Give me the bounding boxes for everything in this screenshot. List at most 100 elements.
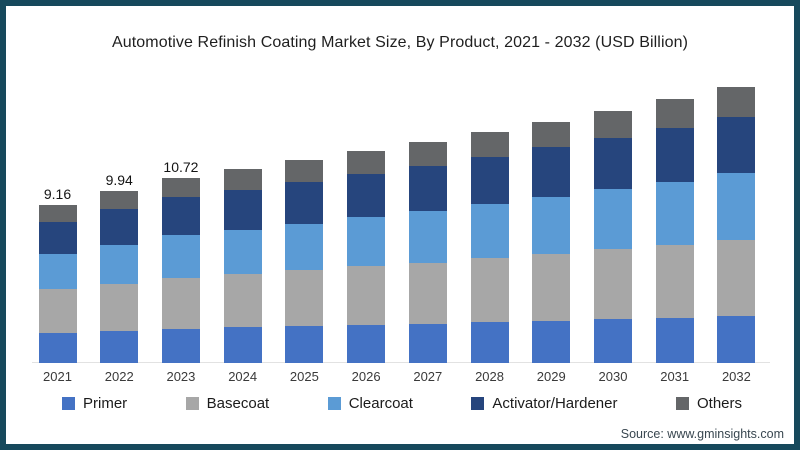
bar-segment-others-2022 bbox=[100, 191, 139, 210]
bar-segment-others-2025 bbox=[285, 160, 324, 183]
legend-swatch-icon-activator-hardener bbox=[471, 397, 485, 410]
bar-segment-clearcoat-2028 bbox=[470, 204, 509, 258]
bar-segment-others-2032 bbox=[717, 87, 756, 117]
bar-segment-basecoat-2030 bbox=[593, 249, 632, 320]
bar-segment-activator-hardener-2027 bbox=[408, 165, 447, 211]
bar-segment-clearcoat-2021 bbox=[38, 254, 77, 290]
bar-segment-activator-hardener-2021 bbox=[38, 221, 77, 255]
legend-label-primer: Primer bbox=[83, 395, 128, 412]
bar-segment-primer-2027 bbox=[408, 323, 447, 363]
bar-segment-others-2027 bbox=[408, 141, 447, 166]
bar-segment-activator-hardener-2028 bbox=[470, 156, 509, 205]
x-axis-label-2024: 2024 bbox=[228, 369, 258, 384]
legend-item-others: Others bbox=[675, 395, 742, 412]
bar-2023 bbox=[161, 177, 200, 363]
x-axis-label-2029: 2029 bbox=[536, 369, 566, 384]
bar-segment-clearcoat-2030 bbox=[593, 189, 632, 250]
x-axis-label-2032: 2032 bbox=[721, 369, 751, 384]
bar-segment-activator-hardener-2024 bbox=[223, 189, 262, 230]
x-axis-label-2021: 2021 bbox=[43, 369, 72, 384]
x-axis-label-2027: 2027 bbox=[413, 369, 443, 384]
bar-segment-clearcoat-2022 bbox=[100, 244, 139, 284]
bar-segment-basecoat-2028 bbox=[470, 258, 509, 322]
bar-segment-basecoat-2027 bbox=[408, 262, 447, 324]
bar-segment-activator-hardener-2023 bbox=[161, 197, 200, 236]
bar-segment-clearcoat-2031 bbox=[655, 181, 694, 245]
legend-label-activator-hardener: Activator/Hardener bbox=[492, 395, 618, 412]
bar-segment-clearcoat-2024 bbox=[223, 229, 262, 274]
bar-2027 bbox=[408, 141, 447, 363]
bar-segment-basecoat-2032 bbox=[717, 239, 756, 316]
legend: Primer Basecoat Clearcoat Activator/Hardene… bbox=[62, 395, 742, 412]
source-note: Source: www.gminsights.com bbox=[620, 427, 784, 441]
bar-2032 bbox=[717, 87, 756, 363]
legend-label-basecoat: Basecoat bbox=[206, 395, 270, 412]
x-axis-label-2025: 2025 bbox=[289, 369, 319, 384]
x-axis-label-2023: 2023 bbox=[166, 369, 196, 384]
bar-segment-basecoat-2025 bbox=[285, 270, 324, 327]
bar-segment-others-2021 bbox=[38, 204, 77, 222]
bar-segment-others-2023 bbox=[161, 177, 200, 198]
bar-2028 bbox=[470, 131, 509, 363]
bar-segment-clearcoat-2025 bbox=[285, 223, 324, 271]
legend-label-clearcoat: Clearcoat bbox=[348, 395, 413, 412]
bar-segment-basecoat-2023 bbox=[161, 277, 200, 329]
legend-item-clearcoat: Clearcoat bbox=[327, 395, 413, 412]
bar-segment-basecoat-2029 bbox=[532, 254, 571, 321]
x-axis-line bbox=[32, 362, 770, 363]
bar-segment-activator-hardener-2031 bbox=[655, 127, 694, 182]
bar-segment-activator-hardener-2022 bbox=[100, 209, 139, 245]
bar-segment-primer-2021 bbox=[38, 333, 77, 363]
bar-segment-primer-2026 bbox=[347, 324, 386, 363]
bar-segment-basecoat-2026 bbox=[347, 266, 386, 325]
chart-title: Automotive Refinish Coating Market Size,… bbox=[111, 34, 689, 51]
bar-2030 bbox=[593, 110, 632, 363]
legend-swatch-icon-others bbox=[675, 397, 689, 410]
bar-2029 bbox=[532, 121, 571, 363]
bar-segment-basecoat-2021 bbox=[38, 289, 77, 334]
bar-segment-primer-2025 bbox=[285, 326, 324, 363]
bar-segment-others-2030 bbox=[593, 110, 632, 138]
x-axis-label-2031: 2031 bbox=[660, 369, 690, 384]
bar-segment-primer-2030 bbox=[593, 319, 632, 363]
bar-2021 bbox=[38, 204, 77, 363]
bar-segment-primer-2031 bbox=[655, 317, 694, 363]
legend-item-primer: Primer bbox=[62, 395, 127, 412]
bar-segment-basecoat-2031 bbox=[655, 244, 694, 318]
x-axis-label-2022: 2022 bbox=[104, 369, 134, 384]
bar-2031 bbox=[655, 99, 694, 363]
bar-segment-primer-2024 bbox=[223, 327, 262, 363]
bar-segment-others-2031 bbox=[655, 99, 694, 128]
bar-segment-clearcoat-2023 bbox=[161, 235, 200, 278]
bar-2025 bbox=[285, 160, 324, 363]
bar-segment-clearcoat-2032 bbox=[717, 173, 756, 240]
x-axis-label-2030: 2030 bbox=[598, 369, 628, 384]
bar-segment-basecoat-2024 bbox=[223, 273, 262, 328]
bar-segment-activator-hardener-2026 bbox=[347, 173, 386, 218]
bar-segment-primer-2023 bbox=[161, 328, 200, 363]
bar-segment-basecoat-2022 bbox=[100, 283, 139, 331]
bar-value-label-2023: 10.72 bbox=[163, 158, 199, 175]
bar-2024 bbox=[223, 169, 262, 363]
bar-segment-activator-hardener-2030 bbox=[593, 137, 632, 190]
bar-segment-others-2029 bbox=[532, 121, 571, 148]
bar-segment-activator-hardener-2025 bbox=[285, 182, 324, 224]
bar-segment-primer-2022 bbox=[100, 331, 139, 363]
x-axis-label-2028: 2028 bbox=[475, 369, 504, 384]
bar-value-label-2022: 9.94 bbox=[105, 172, 133, 189]
bar-segment-clearcoat-2027 bbox=[408, 210, 447, 263]
bar-segment-primer-2029 bbox=[532, 320, 571, 363]
legend-item-basecoat: Basecoat bbox=[185, 395, 270, 412]
bar-2022 bbox=[100, 191, 139, 363]
legend-item-activator-hardener: Activator/Hardener bbox=[471, 395, 617, 412]
bar-segment-others-2026 bbox=[347, 151, 386, 174]
bar-segment-others-2028 bbox=[470, 131, 509, 157]
legend-swatch-icon-basecoat bbox=[185, 397, 199, 410]
legend-swatch-icon-primer bbox=[62, 397, 75, 410]
bar-segment-activator-hardener-2032 bbox=[717, 116, 756, 174]
bar-segment-primer-2028 bbox=[470, 321, 509, 363]
legend-label-others: Others bbox=[696, 395, 742, 412]
bar-segment-others-2024 bbox=[223, 169, 262, 190]
